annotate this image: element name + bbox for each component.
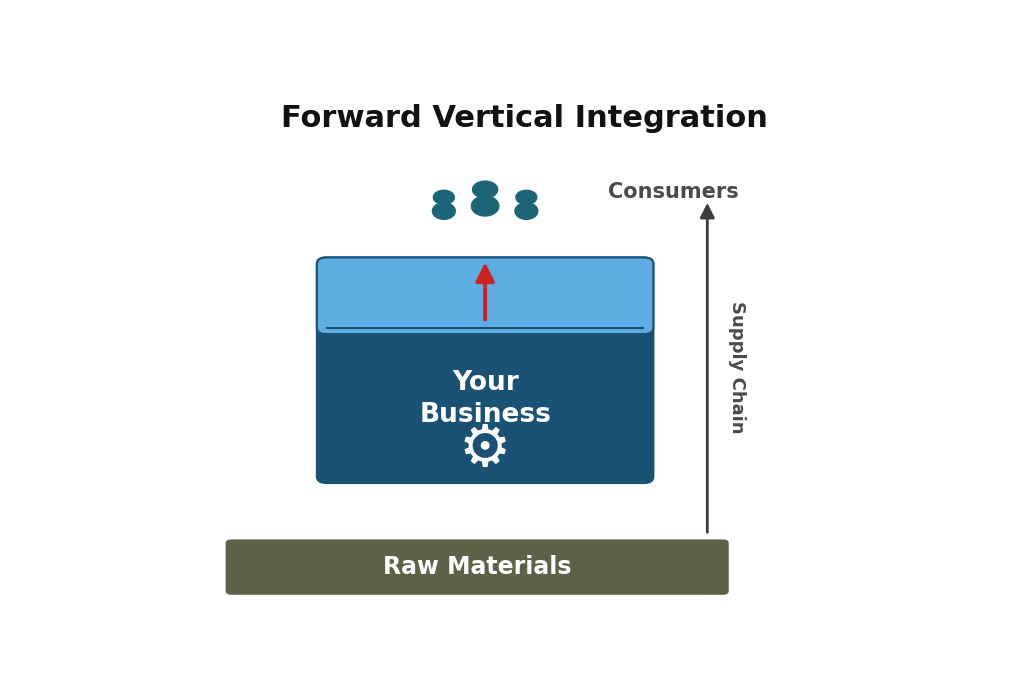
Ellipse shape <box>515 202 538 219</box>
Circle shape <box>516 190 537 205</box>
Text: Forward Vertical Integration: Forward Vertical Integration <box>282 104 768 133</box>
Bar <box>327 256 644 328</box>
Text: Supply Chain: Supply Chain <box>728 301 746 434</box>
Text: Consumers: Consumers <box>608 182 739 202</box>
Text: Your
Business: Your Business <box>419 370 551 428</box>
Text: Raw Materials: Raw Materials <box>383 555 571 579</box>
Ellipse shape <box>432 202 456 219</box>
Circle shape <box>472 181 498 198</box>
FancyBboxPatch shape <box>316 258 653 483</box>
Circle shape <box>433 190 455 205</box>
Bar <box>327 327 644 329</box>
Text: ⚙: ⚙ <box>459 422 511 478</box>
FancyBboxPatch shape <box>225 540 729 595</box>
Bar <box>327 314 644 328</box>
Ellipse shape <box>471 196 499 216</box>
FancyBboxPatch shape <box>316 258 653 334</box>
